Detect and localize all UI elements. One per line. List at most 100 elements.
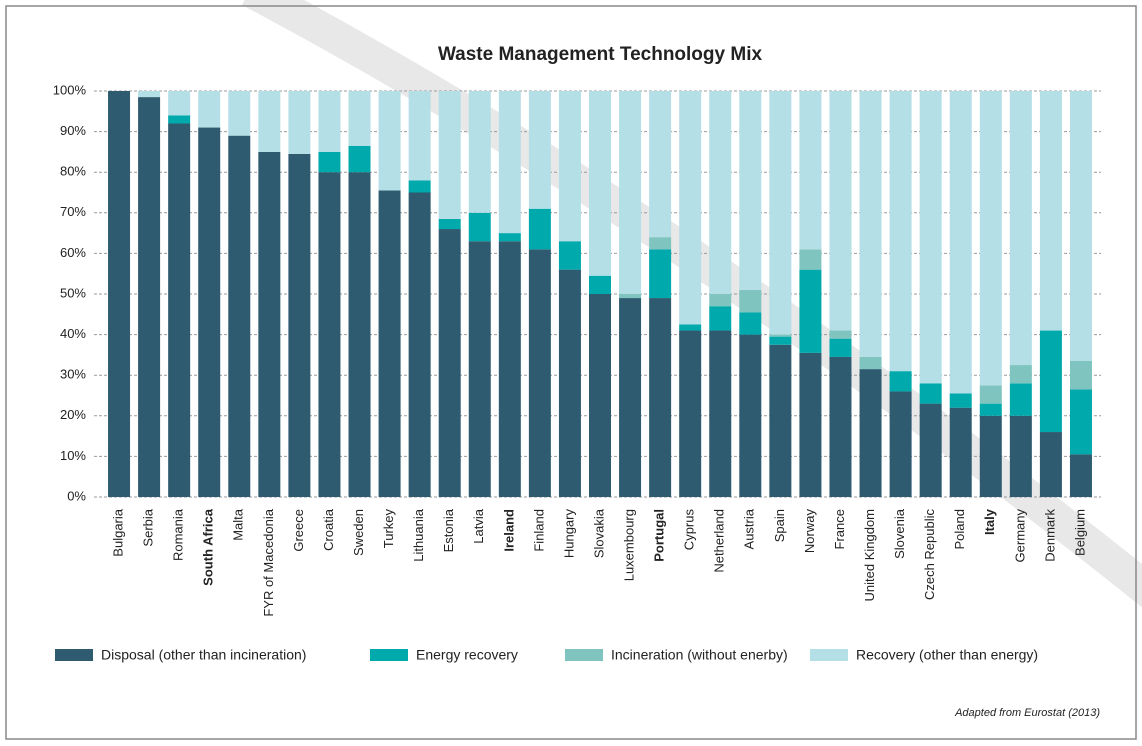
legend-swatch bbox=[370, 649, 408, 661]
bar-segment bbox=[168, 123, 191, 497]
bar-segment bbox=[1039, 432, 1062, 497]
bar-segment bbox=[108, 91, 131, 497]
bar-segment bbox=[739, 91, 762, 290]
bar-segment bbox=[799, 91, 822, 250]
bar-segment bbox=[408, 192, 431, 497]
x-tick-label: Netherland bbox=[712, 509, 727, 573]
y-tick-label: 30% bbox=[60, 367, 86, 382]
bar-segment bbox=[649, 249, 672, 299]
bar-segment bbox=[979, 385, 1002, 404]
bar-segment bbox=[1009, 383, 1032, 416]
bar-segment bbox=[619, 91, 642, 294]
bar-segment bbox=[859, 91, 882, 357]
bar-segment bbox=[859, 356, 882, 370]
bar-segment bbox=[378, 190, 401, 497]
x-tick-label: Lithuania bbox=[411, 508, 426, 562]
bar-segment bbox=[739, 289, 762, 313]
bar-segment bbox=[528, 249, 551, 497]
bar-segment bbox=[739, 312, 762, 335]
x-tick-label: United Kingdom bbox=[862, 509, 877, 602]
bar-segment bbox=[468, 212, 491, 242]
bar-segment bbox=[799, 249, 822, 270]
x-tick-label: South Africa bbox=[201, 508, 216, 586]
x-tick-label: Slovenia bbox=[892, 508, 907, 559]
y-tick-label: 40% bbox=[60, 326, 86, 341]
y-tick-label: 60% bbox=[60, 245, 86, 260]
bar-segment bbox=[1039, 91, 1062, 331]
bar-segment bbox=[1009, 91, 1032, 366]
bar-segment bbox=[438, 91, 461, 219]
bar-segment bbox=[829, 338, 852, 357]
bar-segment bbox=[408, 180, 431, 193]
x-tick-label: Ireland bbox=[501, 509, 516, 552]
x-tick-label: Bulgaria bbox=[110, 508, 125, 556]
legend-label: Energy recovery bbox=[416, 647, 518, 663]
bar-segment bbox=[919, 383, 942, 404]
legend-label: Recovery (other than energy) bbox=[856, 647, 1038, 663]
bar-segment bbox=[769, 334, 792, 337]
bar-segment bbox=[138, 91, 161, 98]
bar-segment bbox=[709, 294, 732, 307]
x-tick-label: Greece bbox=[291, 509, 306, 552]
frame bbox=[5, 5, 1137, 740]
x-tick-label: Portugal bbox=[652, 509, 667, 562]
y-tick-label: 0% bbox=[67, 488, 86, 503]
bar-segment bbox=[528, 91, 551, 209]
bar-segment bbox=[1039, 330, 1062, 433]
bar-segment bbox=[949, 91, 972, 394]
bar-segment bbox=[649, 237, 672, 250]
bar-segment bbox=[859, 369, 882, 497]
bar-segment bbox=[709, 91, 732, 294]
x-tick-label: Belgium bbox=[1072, 509, 1087, 556]
x-tick-label: Czech Republic bbox=[922, 509, 937, 601]
bar-segment bbox=[528, 208, 551, 250]
bar-segment bbox=[919, 91, 942, 384]
bar-segment bbox=[438, 218, 461, 230]
bar-segment bbox=[348, 145, 371, 173]
y-tick-label: 90% bbox=[60, 123, 86, 138]
bar-segment bbox=[1069, 91, 1092, 361]
bar-segment bbox=[198, 127, 221, 497]
bar-segment bbox=[769, 91, 792, 335]
x-tick-label: Estonia bbox=[441, 508, 456, 552]
bar-segment bbox=[769, 344, 792, 497]
bar-segment bbox=[769, 336, 792, 345]
legend-swatch bbox=[810, 649, 848, 661]
x-tick-label: Italy bbox=[982, 508, 997, 535]
bar-segment bbox=[709, 330, 732, 497]
y-tick-label: 100% bbox=[53, 82, 87, 97]
bar-segment bbox=[1069, 360, 1092, 390]
bar-segment bbox=[288, 91, 311, 154]
x-tick-label: Malta bbox=[231, 508, 246, 541]
bar-segment bbox=[679, 324, 702, 331]
bar-segment bbox=[1069, 454, 1092, 497]
x-tick-label: Hungary bbox=[561, 509, 576, 559]
x-tick-label: FYR of Macedonia bbox=[261, 508, 276, 616]
bar-segment bbox=[228, 135, 251, 497]
y-tick-label: 20% bbox=[60, 407, 86, 422]
bar-segment bbox=[318, 151, 341, 173]
bar-segment bbox=[949, 407, 972, 497]
bar-segment bbox=[408, 91, 431, 181]
bar-segment bbox=[558, 91, 581, 242]
bar-segment bbox=[799, 269, 822, 353]
bar-segment bbox=[198, 91, 221, 128]
legend-label: Incineration (without enerby) bbox=[611, 647, 788, 663]
y-tick-label: 50% bbox=[60, 285, 86, 300]
bar-segment bbox=[348, 172, 371, 497]
bar-segment bbox=[829, 91, 852, 331]
bar-segment bbox=[889, 91, 912, 372]
bar-segment bbox=[378, 91, 401, 191]
legend-swatch bbox=[565, 649, 603, 661]
bar-segment bbox=[168, 91, 191, 116]
bar-segment bbox=[679, 91, 702, 325]
x-tick-label: Spain bbox=[772, 509, 787, 542]
bar-segment bbox=[619, 294, 642, 299]
x-tick-label: Sweden bbox=[351, 509, 366, 556]
x-tick-label: Serbia bbox=[141, 508, 156, 546]
bar-segment bbox=[438, 229, 461, 498]
chart-title: Waste Management Technology Mix bbox=[438, 44, 763, 65]
bar-segment bbox=[649, 298, 672, 497]
bar-segment bbox=[318, 91, 341, 152]
